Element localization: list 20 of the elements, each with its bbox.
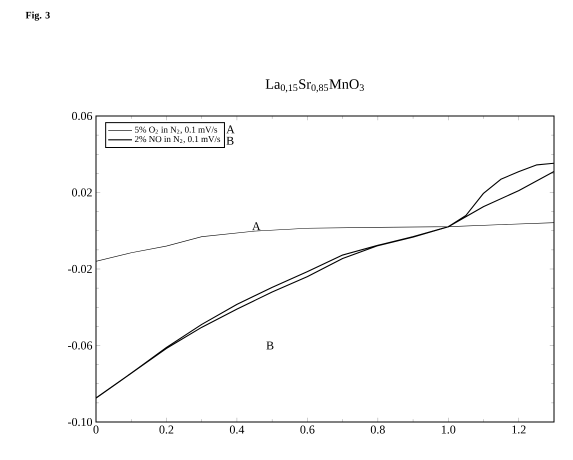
annotation: A — [226, 125, 235, 134]
caption: Fig. 3 — [26, 12, 50, 21]
annotation: B — [226, 136, 234, 145]
legend-label: 2% NO in N$_{2}$, 0.1 mV/s — [134, 136, 220, 144]
y-tick-label: -0.10 — [68, 418, 92, 426]
annotation: A — [252, 222, 261, 230]
x-tick-label: 0.6 — [300, 426, 315, 434]
x-tick-label: 0.4 — [230, 426, 244, 434]
x-tick-label: 0.8 — [370, 426, 385, 434]
legend-label: 5% O$_{2}$ in N$_{2}$, 0.1 mV/s — [135, 126, 218, 134]
y-tick-label: -0.02 — [68, 264, 92, 274]
y-tick-label: 0.06 — [72, 112, 92, 120]
chart-title: La$_{0,15}$Sr$_{0,85}$MnO$_{3}$ — [266, 79, 364, 92]
x-tick-label: 1.0 — [442, 426, 456, 434]
x-tick-label: 0 — [93, 426, 99, 434]
y-tick-label: -0.06 — [68, 341, 92, 350]
annotation: B — [266, 342, 274, 350]
x-tick-label: 0.2 — [159, 426, 174, 434]
x-tick-label: 1.2 — [512, 426, 526, 434]
y-tick-label: 0.02 — [72, 188, 92, 197]
